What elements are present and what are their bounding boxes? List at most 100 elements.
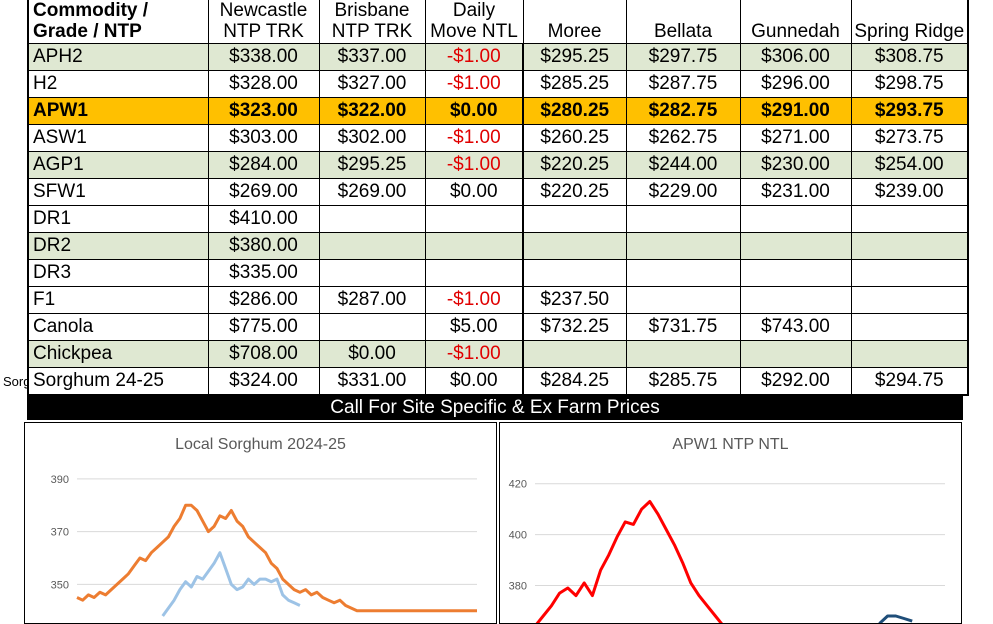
spring_ridge-cell: $308.75	[850, 43, 969, 71]
gunnedah-cell: $291.00	[739, 97, 852, 125]
bellata-cell	[625, 286, 741, 314]
grade-cell: F1	[27, 286, 209, 314]
spring_ridge-cell	[850, 232, 969, 260]
newcastle-cell: $323.00	[207, 97, 320, 125]
table-row: Chickpea $708.00 $0.00 -$1.00	[27, 340, 969, 368]
table-row: ASW1 $303.00 $302.00 -$1.00 $260.25 $262.75 $2…	[27, 124, 969, 152]
grade-cell: SFW1	[27, 178, 209, 206]
table-row: DR2 $380.00	[27, 232, 969, 260]
newcastle-cell: $269.00	[207, 178, 320, 206]
brisbane-cell: $0.00	[318, 340, 426, 368]
series-line-1	[878, 614, 913, 623]
bellata-cell: $229.00	[625, 178, 741, 206]
bellata-cell: $297.75	[625, 43, 741, 71]
sorghum-chart-plot: 350 370 390	[51, 474, 477, 617]
brisbane-cell: $287.00	[318, 286, 426, 314]
chart-title: Local Sorghum 2024-25	[175, 436, 346, 453]
y-tick-label: 350	[51, 579, 69, 591]
y-tick-label: 400	[509, 530, 527, 542]
table-row: APH2 $338.00 $337.00 -$1.00 $295.25 $297.75 $3…	[27, 43, 969, 71]
series-line-0	[535, 500, 723, 623]
spring_ridge-cell: $293.75	[850, 97, 969, 125]
grade-cell: APH2	[27, 43, 209, 71]
spring_ridge-cell: $298.75	[850, 70, 969, 98]
newcastle-cell: $328.00	[207, 70, 320, 98]
moree-cell: $260.25	[522, 124, 627, 152]
gunnedah-cell	[739, 340, 852, 368]
gunnedah-cell: $292.00	[739, 367, 852, 396]
newcastle-cell: $338.00	[207, 43, 320, 71]
table-row: APW1 $323.00 $322.00 $0.00 $280.25 $282.75 $29…	[27, 97, 969, 125]
newcastle-cell: $303.00	[207, 124, 320, 152]
bellata-cell: $287.75	[625, 70, 741, 98]
bellata-cell: $282.75	[625, 97, 741, 125]
bellata-cell	[625, 232, 741, 260]
newcastle-cell: $284.00	[207, 151, 320, 179]
bellata-cell	[625, 205, 741, 233]
moree-cell	[522, 205, 627, 233]
brisbane-cell: $327.00	[318, 70, 426, 98]
column-header: Gunnedah	[739, 0, 852, 44]
apw1-chart-plot: 380 400 420	[509, 479, 945, 623]
moree-cell: $280.25	[522, 97, 627, 125]
spring_ridge-cell	[850, 286, 969, 314]
move-cell	[424, 205, 524, 233]
newcastle-cell: $324.00	[207, 367, 320, 396]
gunnedah-cell	[739, 232, 852, 260]
price-table: Commodity / Grade / NTP Newcastle NTP TRK Br…	[27, 0, 969, 396]
bellata-cell: $244.00	[625, 151, 741, 179]
grade-cell: ASW1	[27, 124, 209, 152]
table-row: AGP1 $284.00 $295.25 -$1.00 $220.25 $244.00 $2…	[27, 151, 969, 179]
newcastle-cell: $335.00	[207, 259, 320, 287]
moree-cell: $220.25	[522, 178, 627, 206]
bellata-cell: $285.75	[625, 367, 741, 396]
series-line-1	[161, 551, 301, 617]
gunnedah-cell	[739, 259, 852, 287]
brisbane-cell: $322.00	[318, 97, 426, 125]
grade-cell: Sorghum 24-25	[27, 367, 209, 396]
grade-cell: DR2	[27, 232, 209, 260]
move-cell	[424, 259, 524, 287]
column-header: Moree	[522, 0, 627, 44]
table-row: Sorghum 24-25 $324.00 $331.00 $0.00 $284.25 $…	[27, 367, 969, 396]
brisbane-cell	[318, 259, 426, 287]
spring_ridge-cell: $254.00	[850, 151, 969, 179]
newcastle-cell: $380.00	[207, 232, 320, 260]
moree-cell: $732.25	[522, 313, 627, 341]
y-tick-label: 390	[51, 474, 69, 486]
table-row: DR3 $335.00	[27, 259, 969, 287]
table-body: APH2 $338.00 $337.00 -$1.00 $295.25 $297.75 $3…	[27, 43, 969, 396]
gunnedah-cell	[739, 286, 852, 314]
move-cell: -$1.00	[424, 43, 524, 71]
move-cell: $0.00	[424, 97, 524, 125]
table-row: H2 $328.00 $327.00 -$1.00 $285.25 $287.75 $296…	[27, 70, 969, 98]
grade-cell: Canola	[27, 313, 209, 341]
gunnedah-cell: $743.00	[739, 313, 852, 341]
gunnedah-cell	[739, 205, 852, 233]
column-header: Brisbane NTP TRK	[318, 0, 426, 44]
moree-cell: $220.25	[522, 151, 627, 179]
move-cell: $0.00	[424, 178, 524, 206]
brisbane-cell: $269.00	[318, 178, 426, 206]
brisbane-cell: $295.25	[318, 151, 426, 179]
y-tick-label: 420	[509, 479, 527, 491]
move-cell: $0.00	[424, 367, 524, 396]
gunnedah-cell: $230.00	[739, 151, 852, 179]
table-row: Canola $775.00 $5.00 $732.25 $731.75 $743.00	[27, 313, 969, 341]
newcastle-cell: $775.00	[207, 313, 320, 341]
moree-cell: $295.25	[522, 43, 627, 71]
spring_ridge-cell	[850, 313, 969, 341]
series-line-0	[76, 503, 477, 613]
grade-cell: Chickpea	[27, 340, 209, 368]
grade-cell: AGP1	[27, 151, 209, 179]
bellata-cell	[625, 340, 741, 368]
column-header: Daily Move NTL	[424, 0, 524, 44]
brisbane-cell: $337.00	[318, 43, 426, 71]
bellata-cell: $731.75	[625, 313, 741, 341]
grade-cell: DR3	[27, 259, 209, 287]
bellata-cell	[625, 259, 741, 287]
spring_ridge-cell: $239.00	[850, 178, 969, 206]
brisbane-cell	[318, 205, 426, 233]
brisbane-cell: $331.00	[318, 367, 426, 396]
spring_ridge-cell	[850, 340, 969, 368]
